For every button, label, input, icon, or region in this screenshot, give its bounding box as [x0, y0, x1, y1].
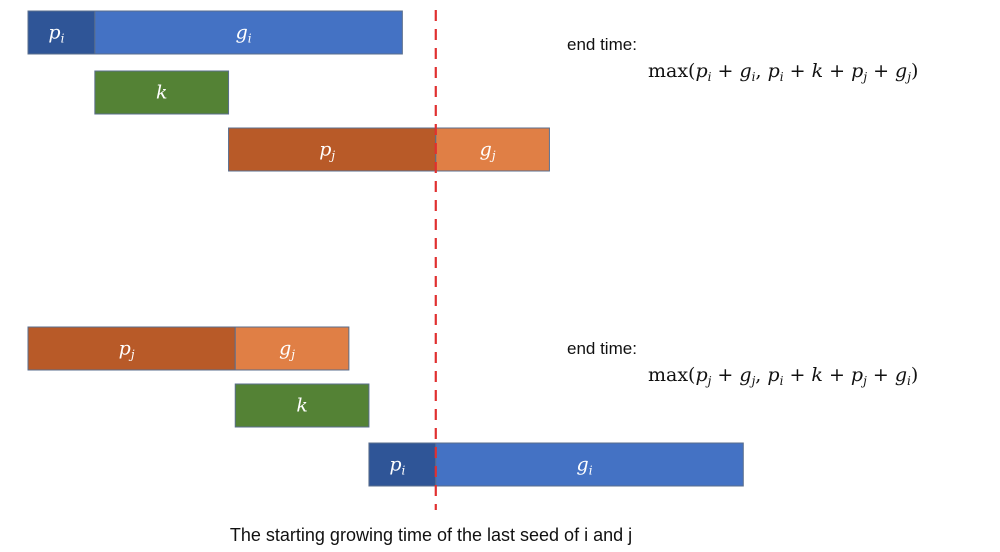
bar-g-i-s1: [94, 10, 403, 55]
bar-p-j-s2: [27, 326, 236, 371]
bar-label-p-i-s2: pi: [389, 454, 405, 478]
bar-k-s1: [94, 70, 230, 115]
bar-g-j-s2: [234, 326, 350, 371]
bar-label-g-j-s1: gj: [480, 139, 496, 163]
bar-p-i-s2: [368, 442, 437, 487]
bar-label-p-j-s2: pj: [119, 338, 135, 362]
bar-label-p-j-s1: pj: [319, 139, 335, 163]
end-time-formula-2: max(pj + gj, pi + k + pj + gi): [648, 364, 919, 388]
bar-label-g-j-s2: gj: [279, 338, 295, 362]
bar-g-j-s1: [435, 127, 550, 172]
bar-label-p-i-s1: pi: [48, 22, 64, 46]
bar-g-i-s2: [435, 442, 744, 487]
bar-label-k-s2: k: [296, 395, 308, 417]
end-time-label-2: end time:: [567, 339, 637, 358]
end-time-formula-1: max(pi + gi, pi + k + pj + gj): [648, 60, 919, 84]
bar-p-i-s1: [27, 10, 96, 55]
bar-label-k-s1: k: [156, 82, 168, 104]
end-time-label-1: end time:: [567, 35, 637, 54]
bar-p-j-s1: [228, 127, 437, 172]
bar-label-g-i-s1: gi: [236, 22, 252, 46]
bar-label-g-i-s2: gi: [577, 454, 593, 478]
caption: The starting growing time of the last se…: [229, 525, 633, 545]
bar-k-s2: [234, 383, 370, 428]
